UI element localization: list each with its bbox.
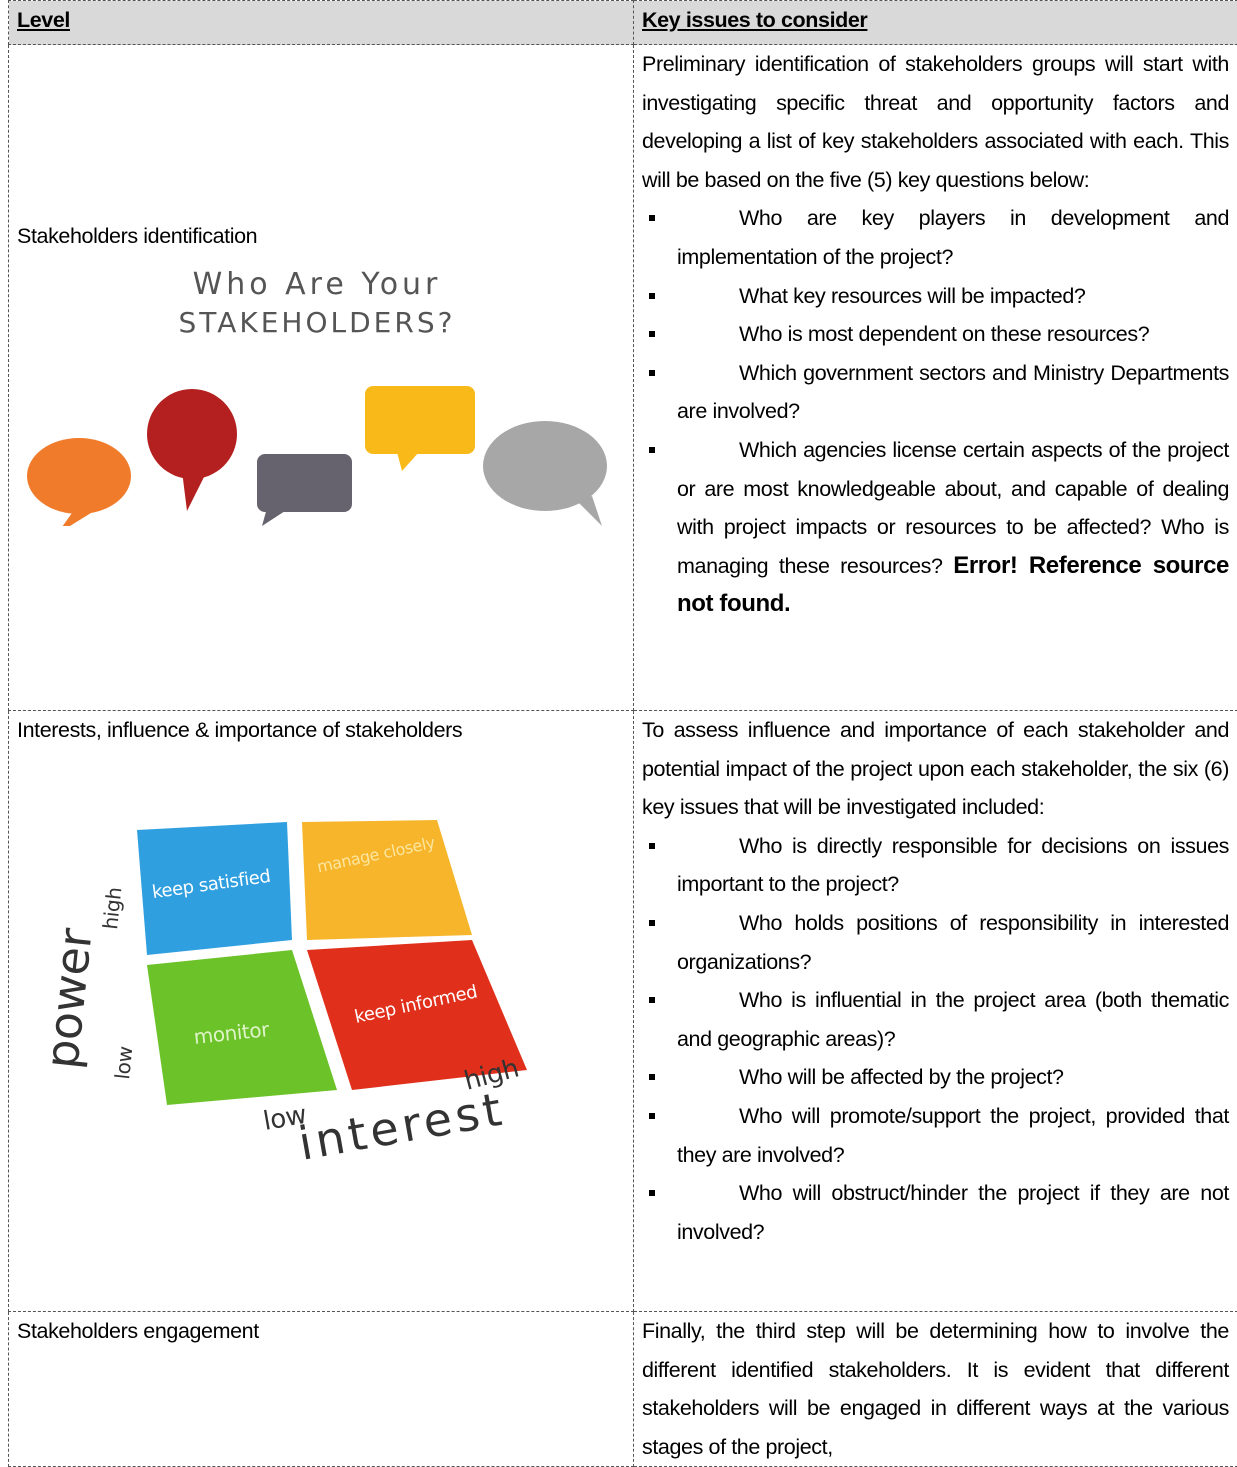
bullet-text: Who is directly responsible for decision… [677,834,1229,897]
header-row: Level Key issues to consider [9,1,1237,45]
bullet-item: Who is directly responsible for decision… [677,827,1229,904]
row: Interests, influence & importance of sta… [9,711,1237,1312]
header-cell: Level [9,1,634,45]
bullet-list: Who are key players in development and i… [642,199,1229,624]
level-cell: Stakeholders identification Who Are Your… [9,45,634,711]
bullet-item: Which government sectors and Ministry De… [677,354,1229,431]
bullet-item: Who is influential in the project area (… [677,981,1229,1058]
bullet-text: Who is influential in the project area (… [677,988,1229,1051]
bullet-item: Who are key players in development and i… [677,199,1229,276]
level: Stakeholders engagement [17,1312,625,1351]
bullet-item: Which agencies license certain aspects o… [677,431,1229,624]
image-text: low [110,1045,137,1080]
level: Stakeholders identification [17,217,625,256]
bullet-text: Which government sectors and Ministry De… [677,361,1229,424]
image-text: interest [295,1081,510,1170]
bullet-text: Who holds positions of responsibility in… [677,911,1229,974]
bullet-text: Who will obstruct/hinder the project if … [677,1181,1229,1244]
row: Stakeholders identification Who Are Your… [9,45,1237,711]
image-text: Who Are Your [193,267,442,302]
bullet-item: Who will obstruct/hinder the project if … [677,1174,1229,1251]
issues-cell: Preliminary identification of stakeholde… [634,45,1237,711]
intro: Finally, the third step will be determin… [642,1312,1229,1466]
level: Interests, influence & importance of sta… [17,711,625,750]
bullet-item: Who will be affected by the project? [677,1058,1229,1097]
level-cell: Stakeholders engagement [9,1312,634,1467]
image-text: STAKEHOLDERS? [179,306,456,339]
issues-cell: To assess influence and importance of ea… [634,711,1237,1312]
bullet-text: Who will be affected by the project? [739,1065,1064,1089]
bullet-item: Who will promote/support the project, pr… [677,1097,1229,1174]
level-cell: Interests, influence & importance of sta… [9,711,634,1312]
row: Stakeholders engagement Finally, the thi… [9,1312,1237,1467]
intro: To assess influence and importance of ea… [642,711,1229,827]
bullet-item: What key resources will be impacted? [677,277,1229,316]
stakeholders-image: Who Are Your STAKEHOLDERS? [17,256,617,526]
bullet-item: Who holds positions of responsibility in… [677,904,1229,981]
bullet-item: Who is most dependent on these resources… [677,315,1229,354]
power-interest-image: keep satisfied manage closely keep infor… [17,750,617,1170]
image-text: power [34,925,102,1071]
header-cell: Key issues to consider [634,1,1237,45]
bullet-text: Who are key players in development and i… [677,206,1229,269]
issues-cell: Finally, the third step will be determin… [634,1312,1237,1467]
image-text: high [98,886,126,930]
bullet-text: Who is most dependent on these resources… [739,322,1149,346]
stakeholder-table: Level Key issues to consider Stakeholder… [8,0,1237,1467]
bullet-text: Who will promote/support the project, pr… [677,1104,1229,1167]
bullet-text: What key resources will be impacted? [739,284,1085,308]
bullet-list: Who is directly responsible for decision… [642,827,1229,1252]
intro: Preliminary identification of stakeholde… [642,45,1229,199]
